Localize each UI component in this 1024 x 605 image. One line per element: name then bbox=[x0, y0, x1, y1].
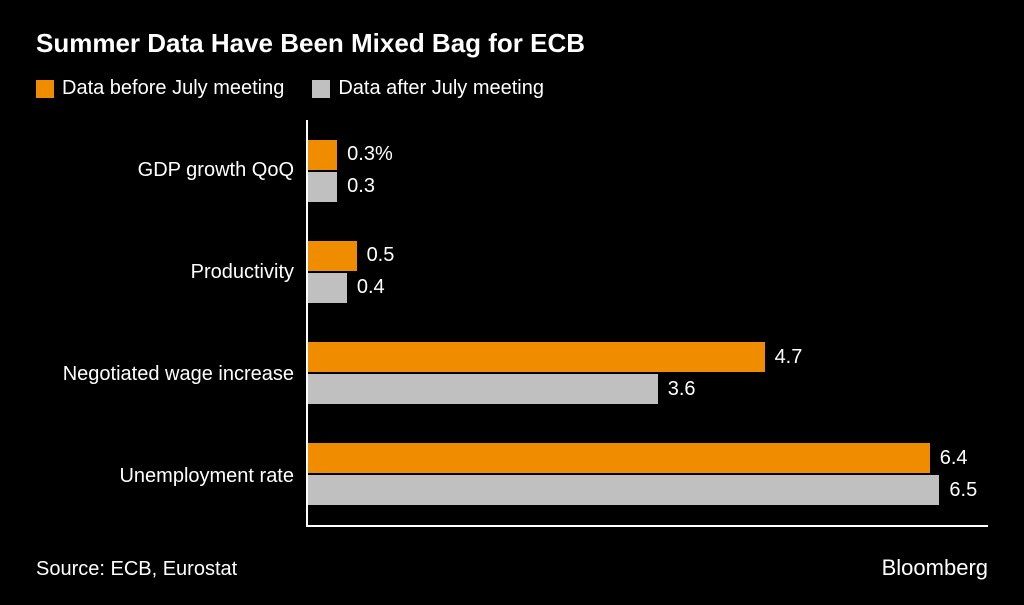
chart-footer: Source: ECB, Eurostat Bloomberg bbox=[36, 555, 988, 581]
plot-area: 0.3% 0.3 0.5 0.4 bbox=[306, 120, 988, 527]
bar-rect bbox=[308, 475, 939, 505]
bar-group: 6.4 6.5 bbox=[308, 424, 988, 525]
bar-group: 4.7 3.6 bbox=[308, 323, 988, 424]
y-label: Negotiated wage increase bbox=[36, 324, 306, 426]
bar-rect bbox=[308, 342, 765, 372]
bar-before: 0.3% bbox=[308, 140, 988, 170]
y-axis-labels: GDP growth QoQ Productivity Negotiated w… bbox=[36, 120, 306, 527]
chart-legend: Data before July meeting Data after July… bbox=[36, 77, 988, 100]
legend-item-before: Data before July meeting bbox=[36, 77, 284, 100]
bar-after: 0.3 bbox=[308, 172, 988, 202]
bar-group: 0.5 0.4 bbox=[308, 221, 988, 322]
legend-swatch-before bbox=[36, 80, 54, 98]
bar-value-label: 4.7 bbox=[775, 346, 803, 369]
legend-label-before: Data before July meeting bbox=[62, 77, 284, 100]
bar-after: 6.5 bbox=[308, 475, 988, 505]
bar-value-label: 0.3% bbox=[347, 143, 393, 166]
bar-value-label: 0.5 bbox=[367, 244, 395, 267]
legend-swatch-after bbox=[312, 80, 330, 98]
bar-value-label: 0.3 bbox=[347, 175, 375, 198]
chart-area: GDP growth QoQ Productivity Negotiated w… bbox=[36, 120, 988, 527]
source-text: Source: ECB, Eurostat bbox=[36, 558, 237, 581]
bar-group: 0.3% 0.3 bbox=[308, 120, 988, 221]
chart-title: Summer Data Have Been Mixed Bag for ECB bbox=[36, 28, 988, 59]
bar-rect bbox=[308, 140, 337, 170]
bar-rect bbox=[308, 443, 930, 473]
bar-rect bbox=[308, 273, 347, 303]
legend-label-after: Data after July meeting bbox=[338, 77, 544, 100]
bar-after: 3.6 bbox=[308, 374, 988, 404]
bar-value-label: 3.6 bbox=[668, 378, 696, 401]
y-label: GDP growth QoQ bbox=[36, 120, 306, 222]
bar-value-label: 0.4 bbox=[357, 276, 385, 299]
bar-rect bbox=[308, 241, 357, 271]
legend-item-after: Data after July meeting bbox=[312, 77, 544, 100]
bar-before: 0.5 bbox=[308, 241, 988, 271]
bar-rect bbox=[308, 374, 658, 404]
y-label: Productivity bbox=[36, 222, 306, 324]
bar-rect bbox=[308, 172, 337, 202]
bar-before: 6.4 bbox=[308, 443, 988, 473]
chart-container: Summer Data Have Been Mixed Bag for ECB … bbox=[0, 0, 1024, 605]
bar-after: 0.4 bbox=[308, 273, 988, 303]
brand-text: Bloomberg bbox=[882, 555, 988, 581]
y-label: Unemployment rate bbox=[36, 425, 306, 527]
bar-before: 4.7 bbox=[308, 342, 988, 372]
bar-value-label: 6.5 bbox=[949, 479, 977, 502]
bar-value-label: 6.4 bbox=[940, 447, 968, 470]
